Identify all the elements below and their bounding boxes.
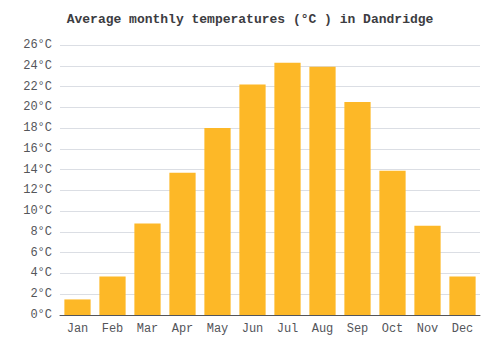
svg-text:26°C: 26°C (23, 38, 52, 52)
svg-text:Jan: Jan (67, 322, 89, 336)
svg-text:Aug: Aug (312, 322, 334, 336)
svg-text:2°C: 2°C (30, 287, 52, 301)
svg-text:20°C: 20°C (23, 100, 52, 114)
svg-text:24°C: 24°C (23, 59, 52, 73)
svg-text:Jun: Jun (242, 322, 264, 336)
svg-text:12°C: 12°C (23, 183, 52, 197)
svg-text:0°C: 0°C (30, 308, 52, 322)
svg-text:Oct: Oct (382, 322, 404, 336)
svg-text:10°C: 10°C (23, 204, 52, 218)
svg-text:22°C: 22°C (23, 80, 52, 94)
svg-text:Mar: Mar (137, 322, 159, 336)
svg-text:Sep: Sep (347, 322, 369, 336)
svg-text:Apr: Apr (172, 322, 194, 336)
svg-text:14°C: 14°C (23, 163, 52, 177)
svg-text:Feb: Feb (102, 322, 124, 336)
svg-text:Dec: Dec (452, 322, 474, 336)
svg-text:16°C: 16°C (23, 142, 52, 156)
svg-text:18°C: 18°C (23, 121, 52, 135)
svg-text:Jul: Jul (277, 322, 299, 336)
svg-text:6°C: 6°C (30, 246, 52, 260)
svg-text:4°C: 4°C (30, 266, 52, 280)
svg-text:Average monthly temperatures (: Average monthly temperatures (°C ) in Da… (67, 12, 434, 27)
svg-text:8°C: 8°C (30, 225, 52, 239)
svg-text:May: May (207, 322, 229, 336)
svg-text:Nov: Nov (417, 322, 439, 336)
